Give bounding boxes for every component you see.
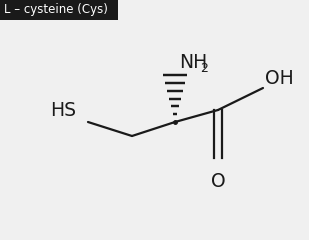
Text: NH: NH: [179, 54, 207, 72]
Text: O: O: [211, 172, 225, 191]
Text: 2: 2: [200, 61, 208, 74]
Text: OH: OH: [265, 68, 294, 88]
FancyBboxPatch shape: [0, 0, 118, 20]
Text: HS: HS: [50, 101, 76, 120]
Text: L – cysteine (Cys): L – cysteine (Cys): [4, 4, 108, 17]
